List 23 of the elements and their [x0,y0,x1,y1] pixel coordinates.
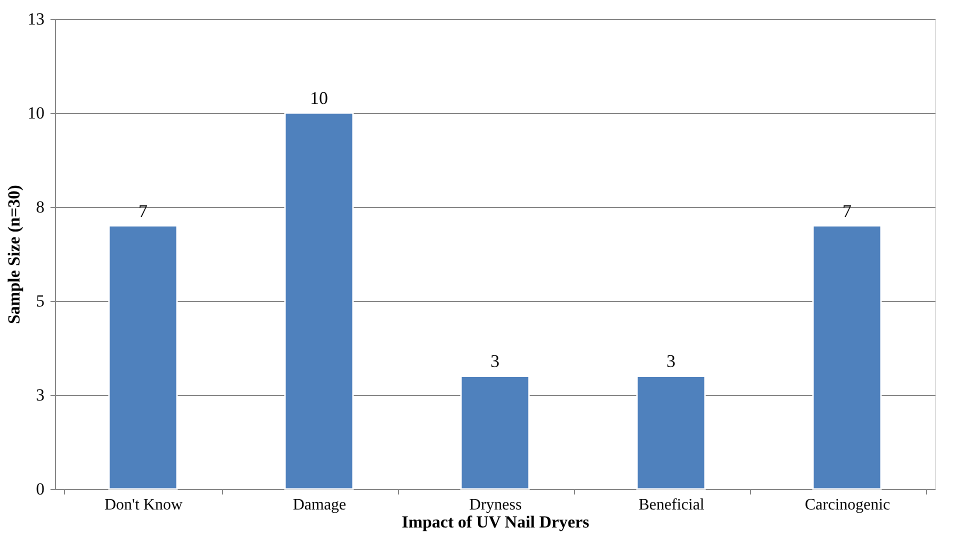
bar [460,375,530,490]
y-axis-title: Sample Size (n=30) [4,184,24,324]
y-tick-label: 0 [36,480,44,498]
bar [284,112,354,490]
data-label: 7 [138,200,148,221]
x-tick-label: Beneficial [638,496,705,514]
y-tick-label: 5 [36,292,44,310]
y-tick-label: 3 [36,386,44,404]
x-tick-label: Don't Know [104,496,183,514]
x-tick-label: Damage [292,496,346,514]
data-label: 7 [842,200,852,221]
data-label: 3 [490,351,500,372]
bar [812,225,882,490]
x-axis-title: Impact of UV Nail Dryers [402,512,590,532]
y-tick-label: 8 [36,198,44,216]
bar [636,375,706,490]
x-tick-label: Dryness [469,496,522,514]
y-tick-label: 13 [28,10,44,28]
bar [108,225,178,490]
x-tick-label: Carcinogenic [804,496,890,514]
data-label: 10 [310,88,328,108]
y-tick-label: 10 [28,104,44,122]
data-label: 3 [666,351,676,372]
